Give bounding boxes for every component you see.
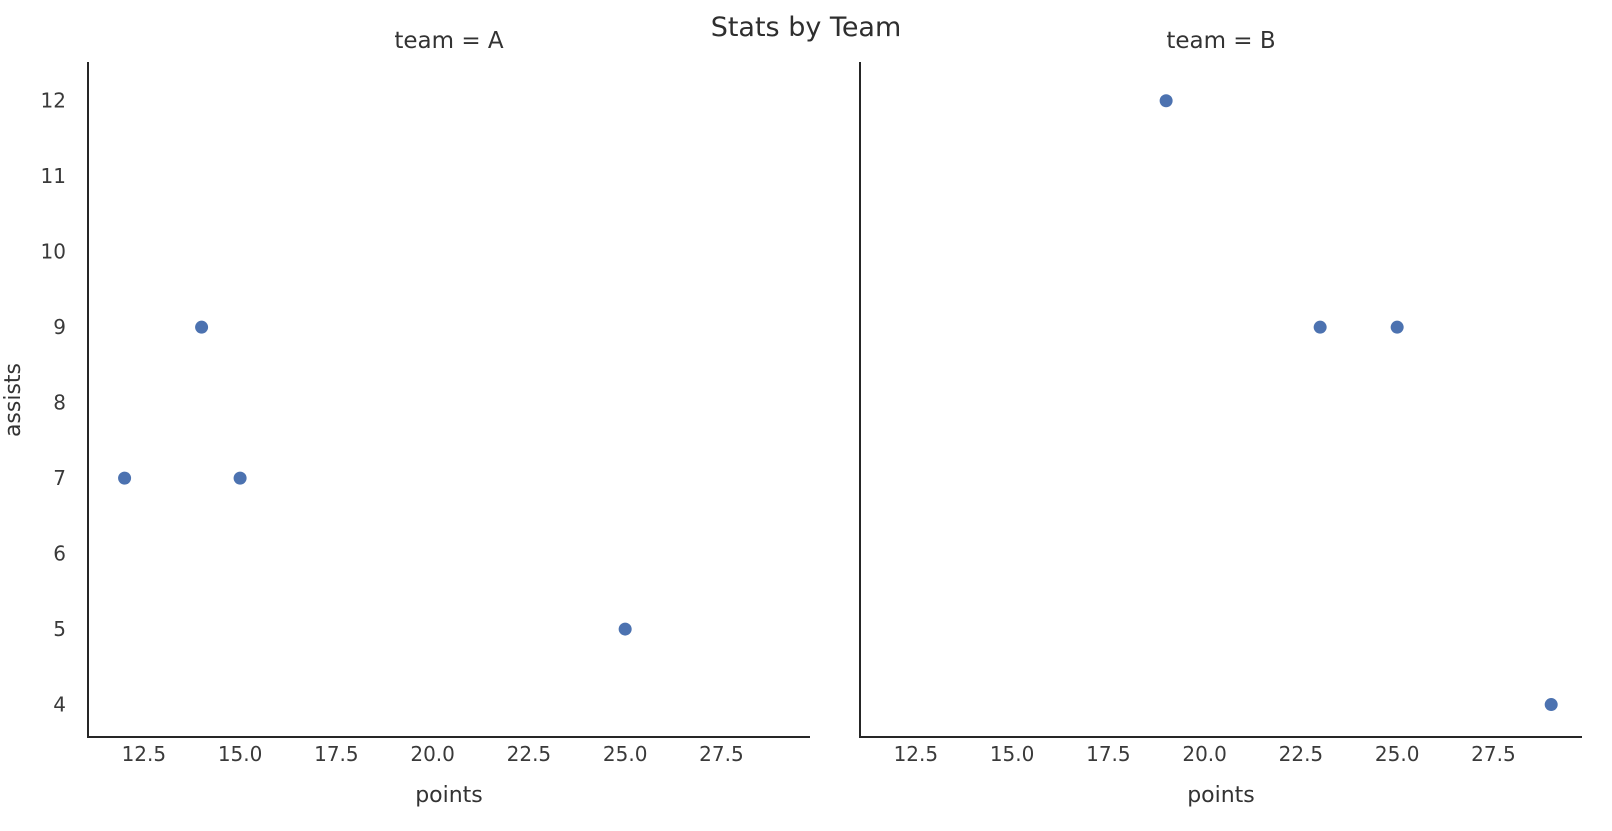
x-axis-label-panel-a: points <box>415 783 483 808</box>
data-point-team-a <box>118 471 132 485</box>
y-tick-label: 10 <box>41 240 66 264</box>
y-tick-label: 11 <box>41 164 66 188</box>
x-tick-label: 25.0 <box>1375 742 1420 766</box>
data-point-team-b <box>1159 94 1173 108</box>
data-point-team-b <box>1390 320 1404 334</box>
y-tick-label: 5 <box>53 617 66 641</box>
y-tick-label: 9 <box>53 315 66 339</box>
y-tick-label: 7 <box>53 466 66 490</box>
y-tick-label: 12 <box>41 89 66 113</box>
x-tick-label: 17.5 <box>1086 742 1131 766</box>
x-tick-label: 27.5 <box>1471 742 1516 766</box>
y-tick-label: 4 <box>53 693 66 717</box>
data-point-team-a <box>233 471 247 485</box>
data-point-team-b <box>1313 320 1327 334</box>
x-tick-label: 17.5 <box>314 742 359 766</box>
panel-a-title: team = A <box>394 28 504 54</box>
x-tick-label: 20.0 <box>1182 742 1227 766</box>
x-axis-label-panel-b: points <box>1187 783 1255 808</box>
x-tick-label: 12.5 <box>122 742 167 766</box>
data-point-team-b <box>1544 698 1558 712</box>
x-tick-label: 27.5 <box>699 742 744 766</box>
figure-title: Stats by Team <box>710 12 902 43</box>
x-tick-label: 15.0 <box>218 742 263 766</box>
x-tick-label: 15.0 <box>990 742 1035 766</box>
panel-a: 12.5 15.0 17.5 20.0 22.5 25.0 27.5 4 5 6 7 8 9 10 11 12 <box>41 62 810 766</box>
data-point-team-a <box>618 622 632 636</box>
x-tick-label: 20.0 <box>410 742 455 766</box>
x-tick-label: 12.5 <box>894 742 939 766</box>
panel-b: 12.5 15.0 17.5 20.0 22.5 25.0 27.5 <box>859 62 1582 766</box>
x-tick-label: 25.0 <box>603 742 648 766</box>
x-tick-label: 22.5 <box>507 742 552 766</box>
y-tick-label: 8 <box>53 391 66 415</box>
y-tick-label: 6 <box>53 542 66 566</box>
data-point-team-a <box>195 320 209 334</box>
x-tick-label: 22.5 <box>1279 742 1324 766</box>
panel-b-title: team = B <box>1166 28 1276 54</box>
